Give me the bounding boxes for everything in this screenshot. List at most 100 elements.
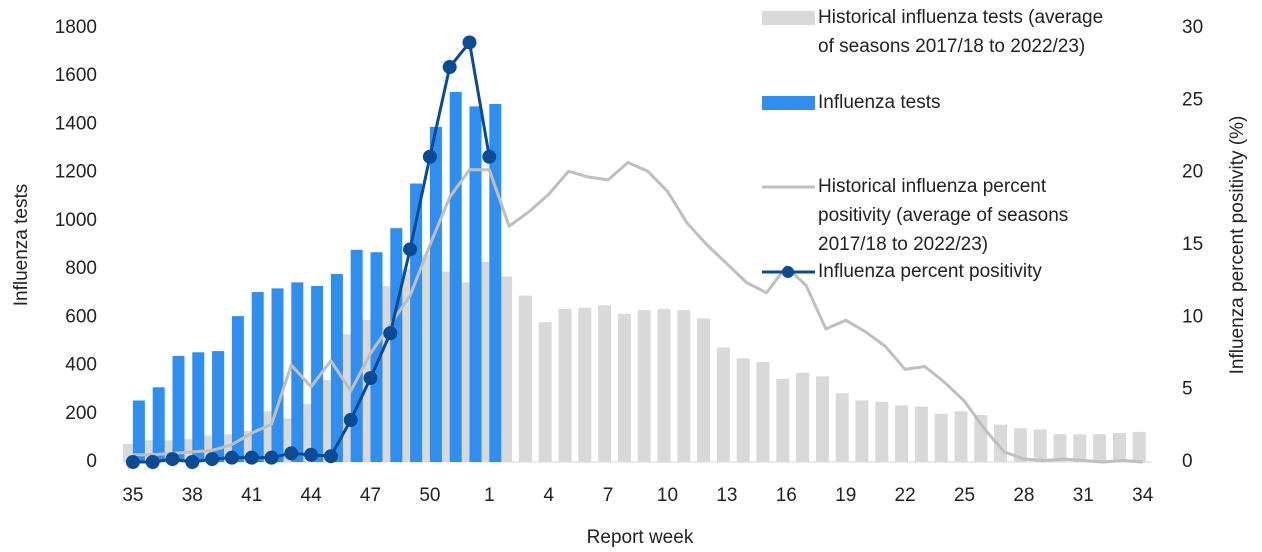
y-tick-label: 1800: [55, 17, 97, 38]
x-tick-label: 13: [716, 485, 737, 506]
bar: [400, 269, 414, 462]
bar: [736, 358, 750, 462]
legend-label: Influenza percent positivity: [818, 261, 1042, 282]
y-tick-label: 1000: [55, 210, 97, 231]
x-tick-label: 35: [122, 485, 143, 506]
bar: [756, 361, 770, 462]
bar: [657, 308, 671, 462]
y2-tick-label: 25: [1182, 89, 1203, 110]
bar: [419, 254, 433, 462]
marker: [462, 35, 477, 50]
bar: [1132, 431, 1146, 462]
marker: [205, 452, 220, 467]
bar: [439, 271, 453, 462]
bar: [538, 322, 552, 462]
x-tick-label: 38: [182, 485, 203, 506]
y-tick-label: 200: [65, 403, 97, 424]
y-tick-label: 1200: [55, 162, 97, 183]
bar: [132, 400, 145, 462]
bar: [855, 400, 869, 462]
bar: [1073, 434, 1087, 462]
bar: [350, 249, 363, 462]
bar: [677, 310, 691, 462]
bar: [1013, 428, 1027, 462]
bar: [637, 310, 651, 462]
bar: [370, 252, 383, 462]
bar: [301, 404, 315, 462]
marker: [343, 413, 358, 428]
marker: [244, 450, 259, 465]
marker: [323, 449, 338, 464]
x-tick-label: 7: [603, 485, 614, 506]
y-tick-label: 1600: [55, 65, 97, 86]
bar: [914, 406, 928, 462]
x-tick-label: 4: [543, 485, 554, 506]
bar: [1033, 429, 1047, 462]
bar: [617, 313, 631, 462]
x-tick-label: 41: [241, 485, 262, 506]
bar: [251, 292, 264, 462]
bar: [212, 351, 225, 462]
bar: [934, 413, 948, 462]
x-tick-label: 16: [776, 485, 797, 506]
x-tick-label: 31: [1073, 485, 1094, 506]
y2-tick-label: 5: [1182, 379, 1193, 400]
bar: [716, 347, 730, 462]
marker: [403, 242, 418, 257]
legend-swatch: [762, 11, 815, 25]
bar: [954, 411, 968, 462]
y2-tick-label: 20: [1182, 162, 1203, 183]
bar: [172, 355, 185, 462]
x-tick-label: 22: [895, 485, 916, 506]
bar: [459, 282, 473, 462]
bar: [231, 316, 244, 462]
bar: [192, 352, 205, 462]
marker: [422, 149, 437, 164]
marker: [383, 326, 398, 341]
x-tick-label: 34: [1132, 485, 1154, 506]
x-axis-title: Report week: [587, 527, 694, 548]
y-tick-label: 0: [86, 451, 97, 472]
x-tick-label: 47: [360, 485, 381, 506]
bar: [499, 276, 513, 462]
bar: [320, 380, 334, 462]
x-tick-label: 44: [301, 485, 323, 506]
bar: [311, 285, 324, 462]
marker: [304, 447, 319, 462]
legend-marker: [782, 266, 794, 278]
bar: [390, 228, 403, 462]
y-tick-label: 800: [65, 258, 97, 279]
y-axis-title: Influenza tests: [11, 184, 32, 307]
bar: [271, 288, 284, 462]
marker: [442, 60, 457, 75]
bar: [469, 106, 482, 462]
legend-label: Historical influenza percent positivity …: [818, 176, 1069, 255]
y-tick-label: 400: [65, 355, 97, 376]
marker: [264, 450, 279, 465]
bar: [815, 376, 829, 462]
y-tick-label: 600: [65, 306, 97, 327]
y2-tick-label: 0: [1182, 451, 1193, 472]
bar: [697, 318, 711, 462]
bar: [479, 261, 493, 462]
y-tick-label: 1400: [55, 113, 97, 134]
marker: [363, 371, 378, 386]
bar: [835, 393, 849, 462]
marker: [125, 455, 140, 469]
bar: [875, 401, 889, 462]
x-tick-label: 50: [419, 485, 440, 506]
marker: [185, 455, 200, 469]
y2-tick-label: 30: [1182, 17, 1203, 38]
x-tick-label: 28: [1013, 485, 1034, 506]
y2-axis-title: Influenza percent positivity (%): [1227, 116, 1248, 375]
bar: [1053, 434, 1067, 462]
marker: [482, 149, 497, 164]
bar: [598, 305, 612, 462]
bar: [776, 378, 790, 462]
bar: [558, 308, 572, 462]
x-tick-label: 19: [835, 485, 856, 506]
y2-tick-label: 10: [1182, 306, 1203, 327]
bar: [1112, 433, 1126, 462]
